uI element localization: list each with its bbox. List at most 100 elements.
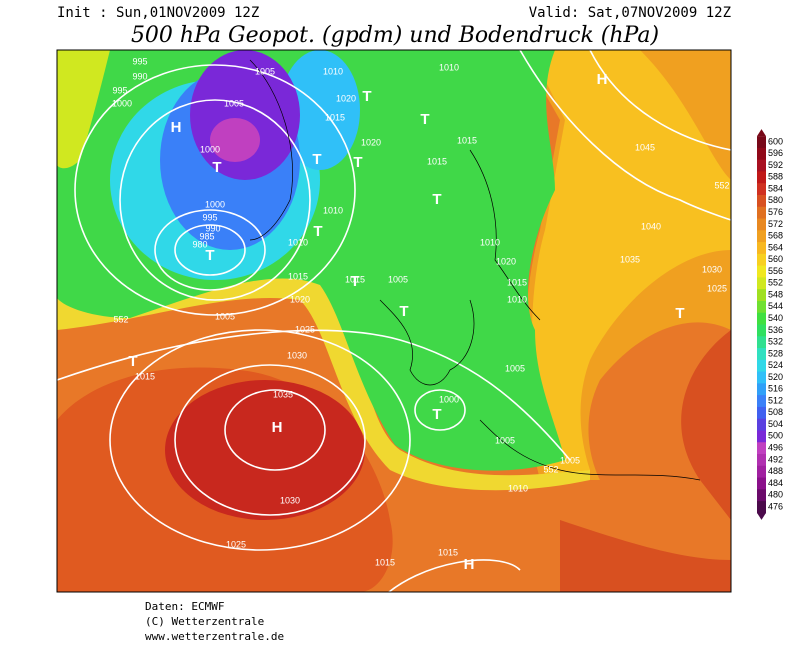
- colorbar-swatch: [757, 289, 766, 302]
- isobar-label: 1010: [288, 237, 308, 247]
- isobar-label: 1020: [361, 137, 381, 147]
- colorbar-label: 532: [768, 337, 783, 347]
- isobar-label: 1020: [336, 93, 356, 103]
- colorbar-swatch: [757, 253, 766, 267]
- isobar-label: 1010: [323, 205, 343, 215]
- colorbar-swatch: [757, 359, 766, 373]
- isobar-label: 985: [199, 231, 214, 241]
- isobar-label: 1015: [375, 557, 395, 567]
- pressure-center: T: [212, 159, 221, 176]
- colorbar-label: 568: [768, 231, 783, 241]
- colorbar-label: 500: [768, 431, 783, 441]
- isobar-label: 1010: [507, 294, 527, 304]
- colorbar-swatch: [757, 465, 766, 479]
- isobar-label: 1000: [439, 394, 459, 404]
- isobar-label: 552: [543, 464, 558, 474]
- isobar-label: 1015: [438, 547, 458, 557]
- pressure-center: H: [171, 119, 182, 136]
- pressure-center: T: [205, 247, 214, 264]
- isobar-label: 980: [192, 239, 207, 249]
- colorbar-label: 540: [768, 313, 783, 323]
- colorbar-label: 588: [768, 172, 783, 182]
- colorbar-swatch: [757, 218, 766, 231]
- colorbar-swatch: [757, 324, 766, 337]
- isobar-label: 1030: [287, 350, 307, 360]
- website: www.wetterzentrale.de: [145, 630, 284, 643]
- isobar-label: 552: [113, 314, 128, 324]
- isobar-label: 1020: [290, 294, 310, 304]
- pressure-center: H: [597, 71, 608, 88]
- pressure-center: H: [272, 419, 283, 436]
- field-magenta: [210, 118, 260, 162]
- isobar-label: 1015: [427, 156, 447, 166]
- colorbar-label: 548: [768, 289, 783, 299]
- field-red: [560, 330, 731, 592]
- colorbar-label: 508: [768, 407, 783, 417]
- isobar-label: 1015: [345, 274, 365, 284]
- colorbar-arrow: [757, 512, 766, 520]
- colorbar-label: 524: [768, 360, 783, 370]
- isobar-label: 1000: [205, 199, 225, 209]
- colorbar-swatch: [757, 383, 766, 396]
- isobar-label: 1010: [480, 237, 500, 247]
- colorbar-swatch: [757, 501, 766, 514]
- isobar-label: 1015: [457, 135, 477, 145]
- isobar-label: 990: [132, 71, 147, 81]
- isobar-label: 1030: [280, 495, 300, 505]
- isobars: [57, 50, 731, 592]
- isobar-label: 1010: [323, 66, 343, 76]
- isobar-label: 1025: [226, 539, 246, 549]
- pressure-center: T: [312, 151, 321, 168]
- isobar-label: 1040: [641, 221, 661, 231]
- map-frame: [56, 49, 732, 593]
- colorbar-swatch: [757, 265, 766, 278]
- colorbar-swatch: [757, 430, 766, 443]
- isobar-label: 1005: [255, 66, 275, 76]
- colorbar-label: 580: [768, 195, 783, 205]
- pressure-center: T: [675, 305, 684, 322]
- colorbar-swatch: [757, 300, 766, 314]
- colorbar-label: 492: [768, 454, 783, 464]
- colorbar-swatch: [757, 230, 766, 243]
- colorbar-swatch: [757, 489, 766, 502]
- isobar-label: 995: [132, 56, 147, 66]
- isobar-label: 1000: [112, 98, 132, 108]
- isobar-label: 1025: [295, 324, 315, 334]
- init-time: Init : Sun,01NOV2009 12Z: [57, 5, 259, 21]
- isobar-label: 1015: [325, 112, 345, 122]
- colorbar-swatch: [757, 171, 766, 184]
- colorbar-swatch: [757, 194, 766, 208]
- isobar-label: 1005: [388, 274, 408, 284]
- isobar-label: 1010: [508, 483, 528, 493]
- colorbar-label: 572: [768, 219, 783, 229]
- isobar-label: 552: [714, 180, 729, 190]
- colorbar-label: 592: [768, 160, 783, 170]
- isobar-label: 1005: [224, 98, 244, 108]
- isobar-label: 1035: [273, 389, 293, 399]
- colorbar-label: 600: [768, 136, 783, 146]
- isobar-label: 1045: [635, 142, 655, 152]
- pressure-center: H: [464, 556, 475, 573]
- isobar-label: 1015: [135, 371, 155, 381]
- isobar-label: 1015: [288, 271, 308, 281]
- colorbar-label: 512: [768, 395, 783, 405]
- isobar-label: 1020: [496, 256, 516, 266]
- colorbar-label: 496: [768, 443, 783, 453]
- pressure-center: T: [420, 111, 429, 128]
- pressure-center: T: [128, 353, 137, 370]
- colorbar-swatch: [757, 442, 766, 455]
- isobar-label: 995: [112, 85, 127, 95]
- isobar-label: 1005: [215, 311, 235, 321]
- colorbar-arrow: [757, 129, 766, 137]
- pressure-center: T: [399, 303, 408, 320]
- isobar-label: 1000: [200, 144, 220, 154]
- colorbar-swatch: [757, 371, 766, 384]
- colorbar: 6005965925885845805765725685645605565525…: [757, 129, 783, 520]
- copyright: (C) Wetterzentrale: [145, 615, 264, 628]
- colorbar-swatch: [757, 348, 766, 361]
- colorbar-swatch: [757, 454, 766, 467]
- isobar-label: 1005: [560, 455, 580, 465]
- isobar-label: 995: [202, 212, 217, 222]
- field-yellow-nw: [57, 50, 110, 169]
